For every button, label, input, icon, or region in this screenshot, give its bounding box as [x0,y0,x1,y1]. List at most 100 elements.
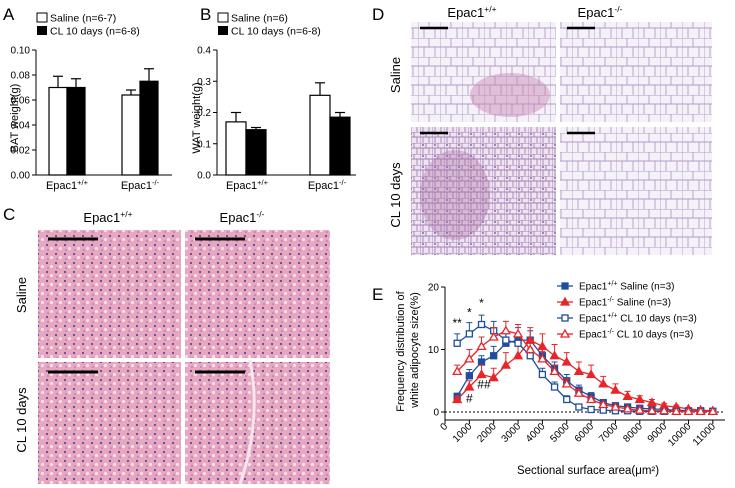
data-point [622,403,633,413]
panel-c-col-1-base: Epac1 [83,210,120,225]
panel-e-ylabel-line-1: Frequency distribution of [395,290,407,411]
legend-entry-rest: Saline (n=3) [617,282,674,293]
panel-e-legend: Epac1+/+ Saline (n=3)Epac1-/- Saline (n=… [557,281,697,341]
panel-b-ytick-label: 0.1 [197,139,211,150]
data-point [465,372,473,380]
panel-a-ylabel: BAT weight(g) [9,84,21,153]
liver-image-wt-cl [38,362,181,484]
panel-d-col-1-sup: +/+ [484,4,496,14]
panel-e-letter: E [372,285,383,304]
data-point [500,325,511,335]
panel-a-group-1-base: Epac1 [46,180,77,192]
panel-e-xtick-label: 10000 [666,421,694,449]
data-point [634,404,645,414]
legend-entry-sup: +/+ [607,281,617,288]
significance-mark: # [466,392,473,406]
panel-e-xtick-label: 3000 [500,421,524,445]
data-point [585,394,597,404]
panel-e-xtick-label: 2000 [475,421,499,445]
data-point [561,314,569,322]
bar [139,80,159,176]
panel-e-xtick-label: 8000 [621,421,645,445]
panel-d-row-2-label: CL 10 days [388,162,403,228]
panel-a-legend-cl: CL 10 days (n=6-8) [50,26,140,38]
data-point [502,336,510,344]
data-point [561,378,572,388]
panel-e-xtick-label: 5000 [548,421,572,445]
panel-e-ylabel-line-2: white adipocyte size(%) [409,292,421,409]
legend-entry-1: Epac1+/+ Saline (n=3) [579,281,674,293]
panel-c: C Epac1+/+ Epac1-/- Saline CL 10 days [3,205,330,485]
legend-entry-4: Epac1-/- CL 10 days (n=3) [579,329,693,341]
data-point [622,391,633,401]
panel-d-col-2-title: Epac1-/- [578,4,623,20]
adipose-image-wt-cl [411,127,556,255]
panel-a: A Saline (n=6-7) CL 10 days (n=6-8) BAT … [3,5,172,192]
data-point [573,366,585,376]
data-point [610,384,621,394]
panel-e-ylabel: Frequency distribution of white adipocyt… [395,288,421,412]
panel-c-col-2-title: Epac1-/- [220,209,265,225]
panel-c-col-1-sup: +/+ [120,209,132,219]
data-point [634,394,645,404]
panel-d-col-2-base: Epac1 [578,5,615,20]
data-point [561,356,572,366]
panel-b-legend-swatch-saline [217,12,229,23]
data-point [549,350,560,360]
panel-b-group-1-sup: +/+ [257,178,268,187]
significance-mark: * [467,305,472,319]
data-point [477,358,486,366]
adipose-image-ko-cl [560,127,712,255]
panel-a-ytick-label: 0.08 [11,71,31,82]
panel-a-group-2-label: Epac1-/- [121,178,160,192]
panel-d-row-1-label: Saline [388,57,403,93]
data-point [671,406,682,416]
panel-c-col-2-base: Epac1 [220,210,257,225]
data-point [452,366,463,376]
panel-a-legend-swatch-saline [36,12,48,23]
panel-a-ytick-label: 0.10 [11,46,31,57]
data-point [537,353,548,363]
panel-b: B Saline (n=6) CL 10 days (n=6-8) WAT we… [191,5,356,192]
panel-b-ytick-label: 0.2 [197,108,211,119]
panel-e-xtick-label: 4000 [524,421,548,445]
adipose-dense-region-2 [420,150,490,240]
panel-a-ytick-label: 0.00 [11,171,31,182]
liver-vessel [238,359,256,485]
panel-b-group-2-base: Epac1 [308,180,339,192]
data-point [526,352,534,360]
data-point [525,344,536,354]
legend-entry-sup: -/- [607,329,614,336]
data-point [563,395,571,404]
panel-e-plot [452,314,718,416]
adipose-image-wt-saline [411,22,556,122]
panel-e-ytick-label: 0 [433,408,439,419]
data-point [476,341,487,351]
legend-entry-sup: -/- [607,297,614,304]
data-point [514,339,522,347]
legend-entry-sup: +/+ [607,313,617,320]
data-point [477,320,486,329]
data-point [476,369,487,379]
data-point [575,403,583,411]
significance-mark: ** [453,316,463,330]
data-point [464,381,475,391]
panel-d: D Epac1 +/+ Epac1-/- Saline CL 10 days [372,4,712,255]
panel-e-annotations: ****### [453,296,491,406]
panel-b-ylabel: WAT weight(g) [191,82,203,153]
data-point [549,366,560,376]
panel-b-legend-swatch-cl [218,26,228,35]
panel-c-col-2-sup: -/- [256,209,264,219]
panel-c-letter: C [3,205,15,224]
panel-e-xtick-label: 1000 [451,421,475,445]
data-point [452,394,463,404]
panel-d-letter: D [372,5,384,24]
data-point [538,370,547,379]
panel-e-xtick-label: 11000 [691,421,718,448]
legend-entry-rest: CL 10 days (n=3) [614,330,693,341]
legend-entry-3: Epac1+/+ CL 10 days (n=3) [579,313,697,325]
panel-a-ytick-label: 0.06 [11,96,31,107]
panel-e-xtick-label: 7000 [597,421,621,445]
data-point [646,405,658,415]
